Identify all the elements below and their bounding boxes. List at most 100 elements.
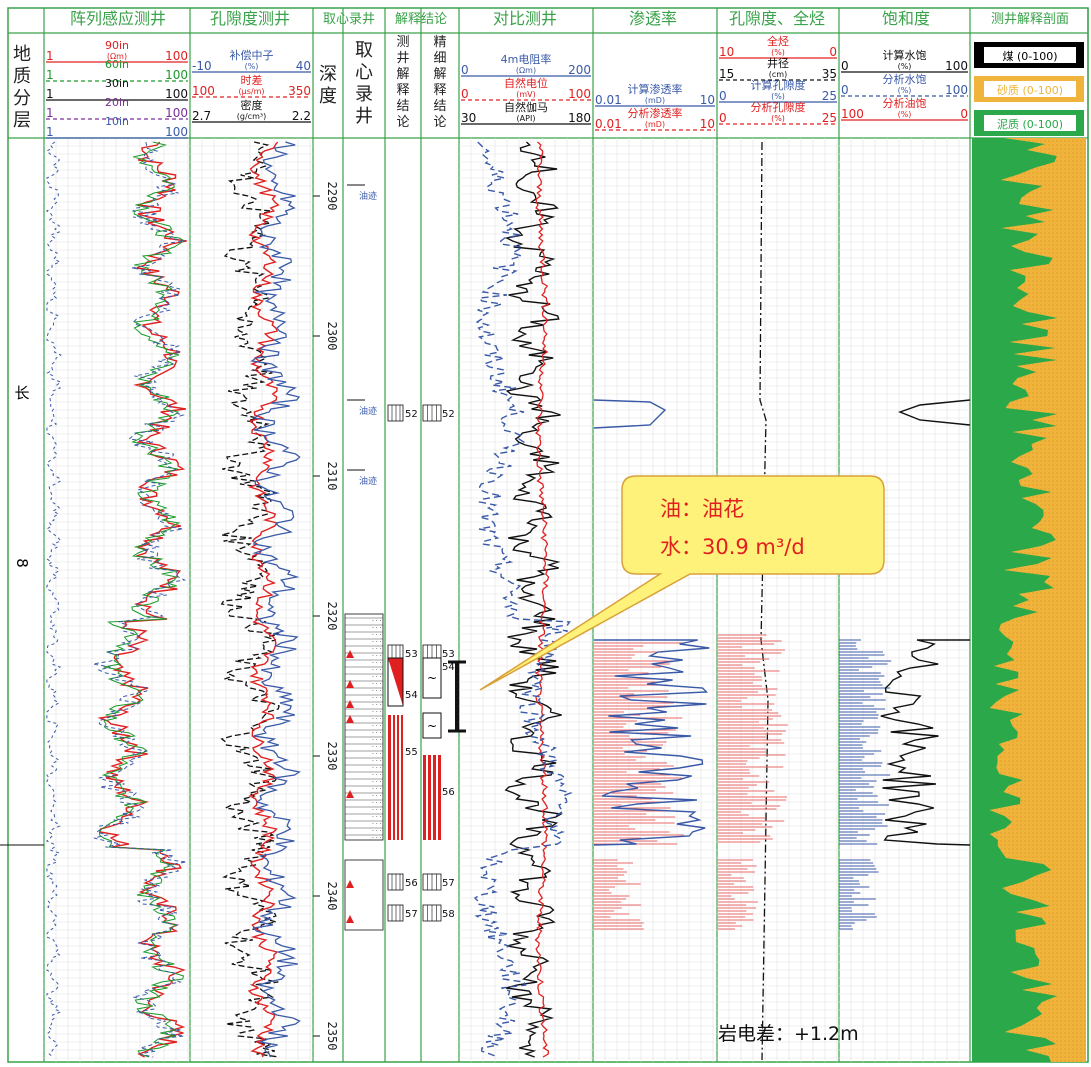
- legend-box: [984, 115, 1076, 131]
- scale-left: 15: [719, 67, 734, 81]
- scale-name: 计算孔隙度: [751, 78, 806, 92]
- scale-right: 0: [829, 45, 837, 59]
- core-dots: · · ·: [372, 751, 382, 758]
- scale-right: 35: [822, 67, 837, 81]
- zone-log-box: [387, 657, 404, 707]
- subheader-fine-interp: 精: [433, 35, 446, 50]
- subheader-core: 录: [355, 84, 373, 105]
- subheader-core: 井: [355, 106, 373, 127]
- scale-left: 0.01: [595, 117, 622, 131]
- scale-name: 井径: [767, 56, 789, 70]
- scale-right: 0: [960, 107, 968, 121]
- scale-left: 30: [461, 111, 476, 125]
- zone-fine-number: 56: [442, 787, 455, 798]
- subheader-log-interp: 结: [396, 99, 409, 114]
- legend-box: [984, 47, 1076, 63]
- zone-log-fill: [388, 658, 403, 706]
- legend-label: 泥质 (0-100): [997, 118, 1063, 131]
- scale-name: 30in: [105, 77, 129, 90]
- core-dots: · · ·: [372, 765, 382, 772]
- header-sat: 饱和度: [882, 9, 930, 28]
- scale-left: 0: [461, 63, 469, 77]
- zone-log-number: 56: [405, 878, 418, 889]
- frame: [7, 7, 1089, 1063]
- scale-right: 100: [945, 59, 968, 73]
- scale-name: 4m电阻率: [501, 52, 552, 66]
- scale-unit: (%): [771, 114, 785, 123]
- core-dots: · · ·: [372, 835, 382, 842]
- scale-left: 0: [841, 83, 849, 97]
- scale-name: 自然伽马: [504, 100, 548, 114]
- scale-name: 计算渗透率: [628, 82, 683, 96]
- header-interp: 解释结论: [395, 12, 447, 27]
- scale-unit: (mD): [645, 96, 665, 105]
- curve-10in-left: [45, 141, 63, 1058]
- callout: 油：油花 水：30.9 m³/d: [479, 475, 885, 691]
- zone-log-box: [387, 904, 404, 922]
- core-dots: · · ·: [372, 716, 382, 723]
- scale-right: 180: [568, 111, 591, 125]
- scale-unit: (%): [771, 48, 785, 57]
- subheader-log-interp: 释: [396, 83, 409, 98]
- core-dots: · · ·: [372, 618, 382, 625]
- subheader-log-interp: 解: [396, 67, 409, 82]
- header-perm: 渗透率: [629, 9, 677, 28]
- curve-rt: [473, 141, 573, 1058]
- scale-left: -10: [192, 59, 212, 73]
- core-oil-marker: [346, 715, 354, 723]
- scale-name: 分析油饱: [883, 96, 927, 110]
- legend-label: 砂质 (0-100): [997, 84, 1063, 97]
- scale-left: 1: [46, 125, 54, 139]
- scale-right: 10: [700, 93, 715, 107]
- core-oil-marker: [346, 650, 354, 658]
- scale-name: 自然电位: [504, 76, 548, 90]
- scale-name: 补偿中子: [230, 48, 274, 62]
- scale-left: 0: [719, 89, 727, 103]
- scale-right: 40: [296, 59, 311, 73]
- zone-log-stripe: [391, 715, 393, 840]
- zone-fine-symbol: ~: [427, 671, 437, 685]
- zone-log-number: 57: [405, 909, 418, 920]
- scale-right: 100: [165, 106, 188, 120]
- scale-left: 100: [841, 107, 864, 121]
- scale-name: 60in: [105, 58, 129, 71]
- scale-name: 分析水饱: [883, 72, 927, 86]
- curve-60in: [98, 141, 185, 1058]
- scale-right: 2.2: [292, 109, 311, 123]
- core-dots: · · ·: [372, 779, 382, 786]
- scale-left: 1: [46, 68, 54, 82]
- scale-right: 350: [288, 84, 311, 98]
- zone-log-number: 54: [405, 690, 418, 701]
- core-dots: · · ·: [372, 807, 382, 814]
- subheader-depth: 度: [319, 86, 337, 107]
- scale-left: 2.7: [192, 109, 211, 123]
- core-dots: · · ·: [372, 772, 382, 779]
- layer-label-8: 8: [13, 558, 31, 568]
- scale-left: 1: [46, 49, 54, 63]
- core-column: [344, 613, 384, 841]
- core-oil-marker: [346, 700, 354, 708]
- subheader-depth: 深: [319, 64, 337, 85]
- core-dots: · · ·: [372, 737, 382, 744]
- scale-unit: (%): [898, 110, 912, 119]
- subheader-core: 心: [355, 62, 373, 83]
- scale-name: 20in: [105, 96, 129, 109]
- legend-label: 煤 (0-100): [1002, 50, 1057, 63]
- zone-log-stripe: [395, 715, 397, 840]
- header-profile: 测井解释剖面: [991, 12, 1069, 27]
- core-dots: · · ·: [372, 723, 382, 730]
- core-dots: · · ·: [372, 688, 382, 695]
- subheader-layer: 质: [13, 66, 31, 87]
- scale-right: 100: [165, 49, 188, 63]
- scale-name: 时差: [241, 73, 263, 87]
- curve-sw-calc: [898, 399, 971, 426]
- core-dots: · · ·: [372, 828, 382, 835]
- subheader-log-interp: 测: [396, 35, 409, 50]
- callout-oil: 油：油花: [660, 497, 744, 521]
- curve-90in: [97, 141, 187, 1058]
- scale-unit: (%): [771, 92, 785, 101]
- subheader-fine-interp: 结: [433, 99, 446, 114]
- scale-left: 0: [719, 111, 727, 125]
- subheader-core: 取: [355, 40, 373, 61]
